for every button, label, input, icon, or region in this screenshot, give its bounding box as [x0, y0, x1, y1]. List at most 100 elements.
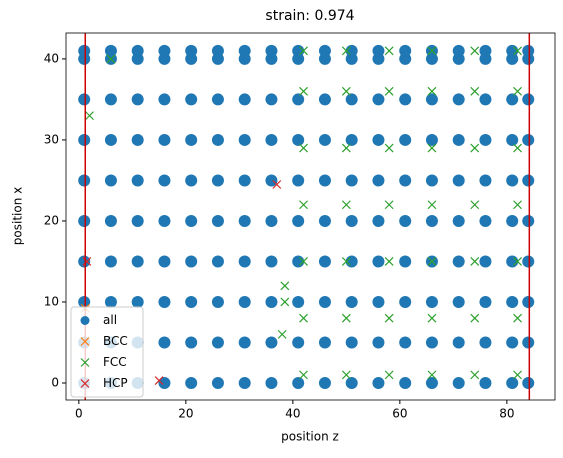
x-marker — [513, 257, 522, 266]
point — [238, 376, 251, 389]
point — [185, 295, 198, 308]
x-marker — [384, 257, 394, 266]
point — [452, 336, 465, 349]
x-marker — [513, 200, 522, 210]
legend-label: BCC — [103, 334, 128, 348]
point — [185, 376, 198, 389]
point — [265, 93, 278, 106]
x-tick-label: 40 — [285, 407, 300, 421]
point — [479, 295, 492, 308]
point — [452, 255, 465, 268]
point — [479, 376, 492, 389]
x-marker — [384, 200, 394, 210]
point — [292, 376, 305, 389]
point — [292, 336, 305, 349]
point — [265, 133, 278, 146]
legend-label: HCP — [103, 376, 128, 390]
x-marker — [513, 370, 522, 380]
point — [238, 133, 251, 146]
point — [292, 44, 305, 57]
x-axis-label: position z — [281, 430, 339, 444]
point — [318, 376, 331, 389]
point — [399, 255, 412, 268]
point — [425, 214, 438, 227]
point — [131, 295, 144, 308]
point — [399, 295, 412, 308]
y-tick-label: 10 — [44, 294, 59, 308]
point — [372, 133, 385, 146]
point — [479, 214, 492, 227]
point — [265, 295, 278, 308]
legend-label: FCC — [103, 355, 127, 369]
x-marker — [384, 370, 394, 380]
point — [131, 133, 144, 146]
point — [211, 44, 224, 57]
legend-marker — [80, 379, 90, 388]
point — [372, 336, 385, 349]
point — [211, 93, 224, 106]
x-marker — [470, 143, 480, 153]
x-tick-label: 0 — [75, 407, 83, 421]
y-tick-label: 20 — [44, 213, 59, 227]
x-marker — [427, 200, 437, 210]
y-tick-label: 30 — [44, 132, 59, 146]
point — [211, 214, 224, 227]
x-tick-label: 60 — [392, 407, 407, 421]
point — [318, 93, 331, 106]
x-marker — [427, 143, 437, 153]
point — [211, 295, 224, 308]
point — [479, 44, 492, 57]
point — [318, 174, 331, 187]
x-marker — [513, 86, 522, 96]
point — [185, 255, 198, 268]
x-marker — [280, 297, 290, 307]
x-marker — [299, 143, 308, 153]
point — [452, 93, 465, 106]
point — [185, 214, 198, 227]
point — [399, 44, 412, 57]
point — [506, 255, 519, 268]
point — [292, 174, 305, 187]
point — [78, 174, 91, 187]
x-marker — [427, 86, 437, 96]
point — [372, 174, 385, 187]
x-marker — [341, 46, 351, 56]
point — [238, 336, 251, 349]
x-marker — [513, 143, 522, 153]
x-marker — [513, 313, 522, 323]
point — [158, 376, 171, 389]
legend-label: all — [103, 313, 117, 327]
x-marker — [341, 370, 351, 380]
point — [292, 214, 305, 227]
point — [131, 44, 144, 57]
point — [452, 214, 465, 227]
point — [522, 93, 535, 106]
point — [104, 255, 117, 268]
point — [211, 336, 224, 349]
point — [479, 174, 492, 187]
point — [399, 93, 412, 106]
point — [131, 93, 144, 106]
x-marker — [384, 46, 394, 56]
point — [506, 44, 519, 57]
point — [265, 376, 278, 389]
point — [78, 93, 91, 106]
point — [238, 214, 251, 227]
point — [452, 174, 465, 187]
point — [506, 295, 519, 308]
x-marker — [427, 313, 437, 323]
point — [78, 44, 91, 57]
x-marker — [280, 281, 290, 291]
point — [425, 295, 438, 308]
point — [185, 93, 198, 106]
point — [238, 44, 251, 57]
point — [372, 93, 385, 106]
point — [318, 133, 331, 146]
point — [104, 174, 117, 187]
point — [425, 93, 438, 106]
point — [292, 93, 305, 106]
point — [452, 133, 465, 146]
point — [399, 214, 412, 227]
point — [104, 295, 117, 308]
